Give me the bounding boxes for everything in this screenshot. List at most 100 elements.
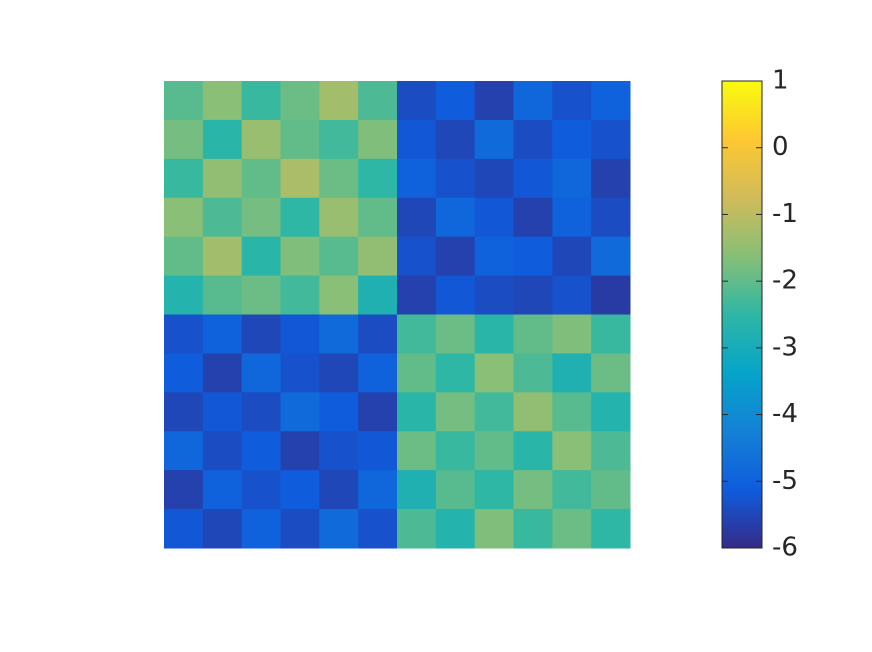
heatmap-cell [202,197,243,238]
heatmap-cell [164,81,204,121]
heatmap-cell [319,431,359,471]
heatmap-cell [164,197,204,238]
heatmap-cell [202,509,243,549]
heatmap-cell [513,275,553,315]
heatmap-cell [164,353,204,393]
heatmap-cell [591,119,631,160]
heatmap-cell [435,119,476,160]
heatmap-cell [397,314,437,354]
heatmap-cell [474,470,514,510]
heatmap-cell [552,509,592,549]
heatmap-cell [397,119,437,160]
heatmap-cell [280,431,320,471]
heatmap-cell [474,236,514,277]
heatmap-cell [280,392,320,432]
heatmap-cell [358,314,398,354]
heatmap-cell [474,431,514,471]
heatmap-cell [474,509,514,549]
heatmap-cell [513,119,553,160]
heatmap-cell [280,275,320,315]
heatmap-cell [358,236,398,277]
heatmap-cell [202,470,243,510]
colorbar-tick-label: 1 [772,66,789,96]
heatmap-cell [319,392,359,432]
heatmap-cell [397,275,437,315]
heatmap-cell [435,392,476,432]
heatmap-cell [397,509,437,549]
heatmap-cell [474,119,514,160]
heatmap-cell [552,81,592,121]
heatmap-cell [435,353,476,393]
heatmap-cell [319,275,359,315]
heatmap-cell [591,314,631,354]
heatmap-cell [474,392,514,432]
heatmap-cell [241,470,281,510]
heatmap-cell [319,119,359,160]
colorbar-tick-label: 0 [772,132,789,162]
heatmap-cell [513,353,553,393]
heatmap-cell [241,314,281,354]
heatmap-cell [202,236,243,277]
heatmap-cell [435,509,476,549]
heatmap-cell [397,392,437,432]
heatmap-cell [474,314,514,354]
heatmap-cell [435,314,476,354]
heatmap-cell [591,353,631,393]
heatmap-cell [397,236,437,277]
heatmap-cell [358,353,398,393]
heatmap-cell [358,197,398,238]
heatmap-cell [552,236,592,277]
colorbar-tick-label: -2 [772,266,798,296]
heatmap-cell [513,392,553,432]
heatmap-cell [552,353,592,393]
heatmap-cell [202,353,243,393]
heatmap-cell [513,197,553,238]
heatmap-cell [435,197,476,238]
heatmap-cell [241,509,281,549]
heatmap-cell [319,236,359,277]
heatmap-cell [358,431,398,471]
heatmap-cell [202,275,243,315]
heatmap-cell [591,470,631,510]
heatmap-cell [513,431,553,471]
heatmap-cell [164,470,204,510]
heatmap-cell [164,314,204,354]
heatmap-cell [280,470,320,510]
heatmap-cell [202,314,243,354]
heatmap-cell [280,236,320,277]
heatmap-cell [280,158,320,199]
heatmap-cell [552,314,592,354]
heatmap-cell [319,509,359,549]
colorbar-tick-label: -3 [772,332,798,362]
heatmap-cell [202,431,243,471]
heatmap-cell [474,81,514,121]
heatmap-cell [358,119,398,160]
heatmap-cell [513,314,553,354]
heatmap-cell [474,275,514,315]
heatmap-cell [164,275,204,315]
heatmap-cell [358,81,398,121]
heatmap-cell [280,353,320,393]
heatmap-cell [397,81,437,121]
heatmap-cell [319,314,359,354]
heatmap-cell [280,197,320,238]
heatmap-cell [552,275,592,315]
heatmap-cell [591,81,631,121]
heatmap-cell [358,158,398,199]
heatmap-cell [202,119,243,160]
heatmap-cell [280,509,320,549]
heatmap-cell [202,158,243,199]
heatmap-cell [319,197,359,238]
heatmap-cell [358,392,398,432]
heatmap-cell [280,81,320,121]
heatmap-cell [319,81,359,121]
colorbar [721,80,763,549]
heatmap-cell [358,275,398,315]
heatmap-cell [474,158,514,199]
colorbar-tick-label: -6 [772,533,798,563]
heatmap-cell [241,275,281,315]
heatmap-cell [591,158,631,199]
heatmap-cell [164,119,204,160]
heatmap-cell [552,158,592,199]
heatmap-cell [513,81,553,121]
